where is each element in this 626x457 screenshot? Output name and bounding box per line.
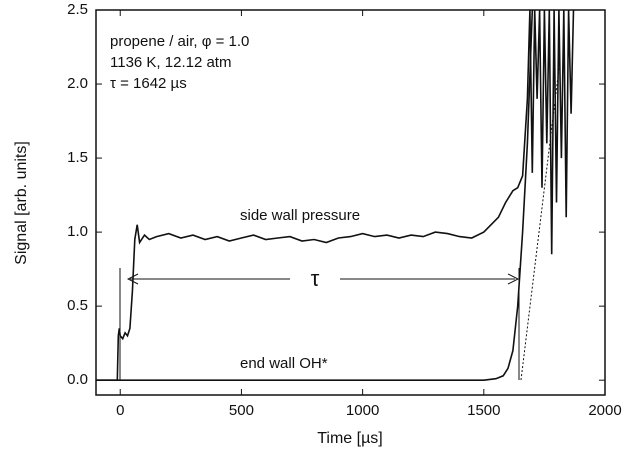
data-line — [96, 10, 575, 381]
data-line — [96, 10, 534, 381]
annotation: propene / air, φ = 1.0 — [110, 33, 249, 50]
y-axis-label: Signal [arb. units] — [13, 141, 30, 265]
x-tick-label: 2000 — [588, 402, 621, 419]
annotation: 1136 K, 12.12 atm — [110, 54, 231, 71]
series-label: end wall OH* — [240, 355, 328, 372]
annotation: τ = 1642 µs — [110, 75, 187, 92]
tau-label: τ — [311, 266, 320, 291]
x-tick-label: 1500 — [467, 402, 500, 419]
y-tick-label: 1.5 — [67, 149, 88, 166]
y-tick-label: 2.0 — [67, 75, 88, 92]
y-tick-label: 1.0 — [67, 223, 88, 240]
y-tick-label: 0.5 — [67, 297, 88, 314]
y-tick-label: 0.0 — [67, 371, 88, 388]
y-tick-label: 2.5 — [67, 1, 88, 18]
x-tick-label: 1000 — [346, 402, 379, 419]
plot-frame — [95, 9, 606, 396]
x-axis-label: Time [µs] — [317, 430, 383, 447]
x-tick-label: 500 — [229, 402, 254, 419]
series-label: side wall pressure — [240, 207, 360, 224]
x-tick-label: 0 — [116, 402, 124, 419]
